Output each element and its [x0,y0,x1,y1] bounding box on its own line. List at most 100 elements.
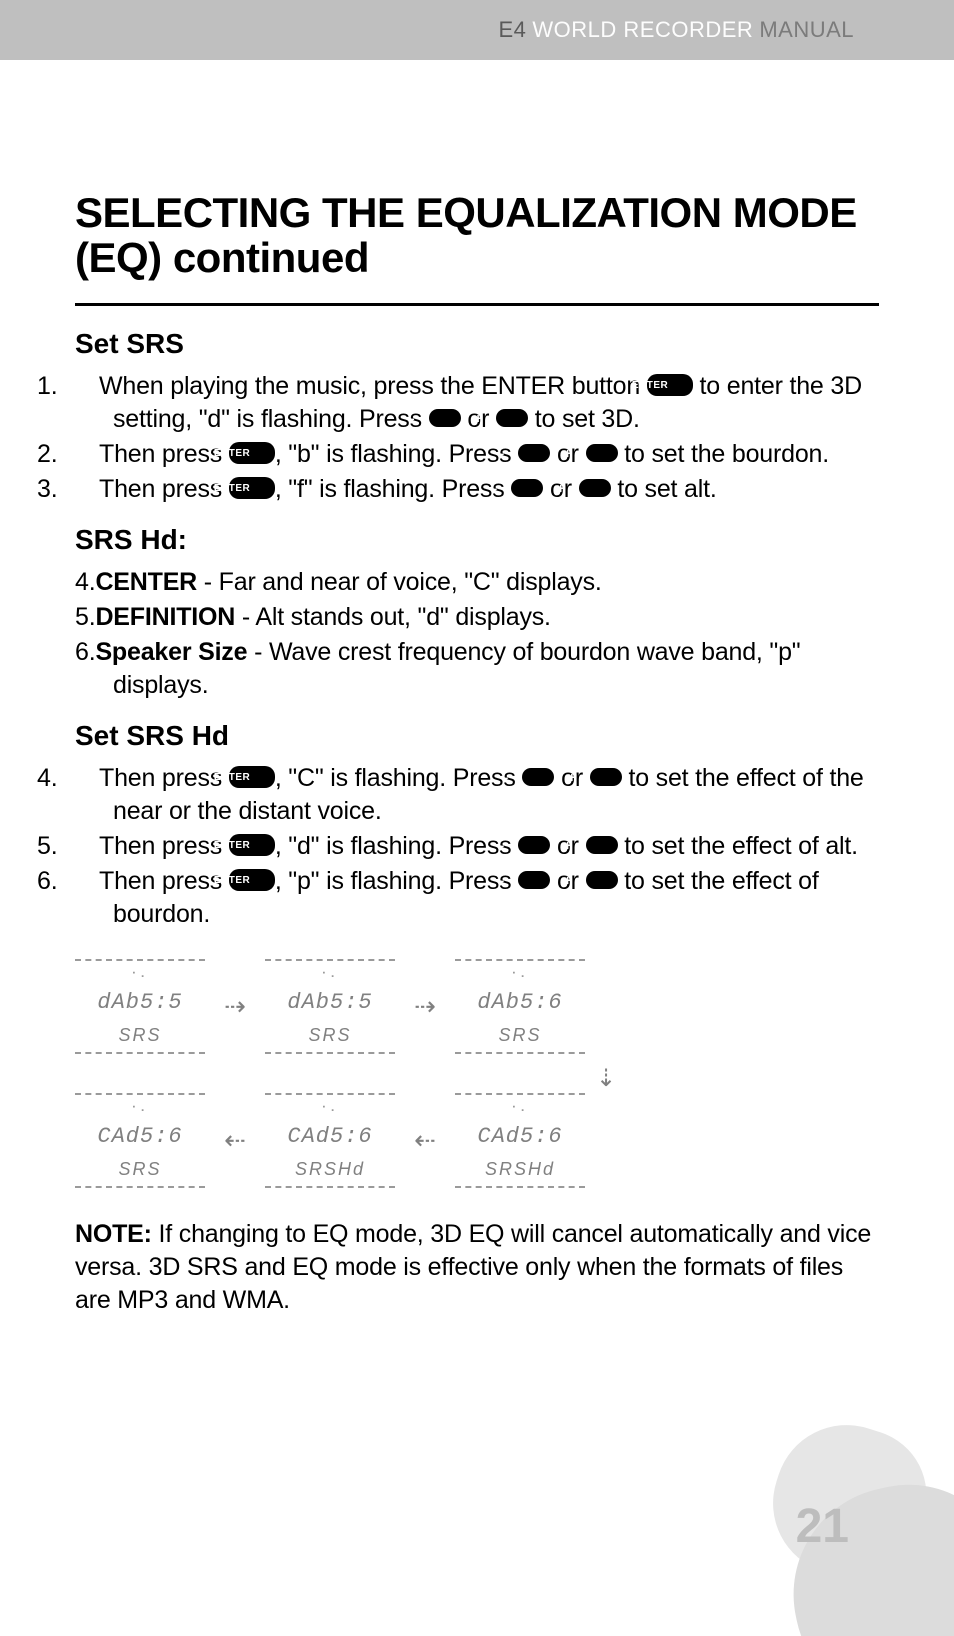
step-text: , "f" is flashing. Press [275,475,511,503]
def-desc: - Far and near of voice, "C" displays. [197,568,602,596]
lcd-mid: CAd5:6 [463,1124,577,1149]
enter-button-icon: ENTER [229,869,275,891]
plus-button-icon: + [586,836,618,854]
step-text: Then press [99,475,229,503]
note-paragraph: NOTE: If changing to EQ mode, 3D EQ will… [75,1218,879,1317]
section-set-srs: Set SRS [75,328,879,360]
page-title: SELECTING THE EQUALIZATION MODE (EQ) con… [75,190,879,281]
step-number: 2. [75,438,99,471]
header-bar: E4 WORLD RECORDER MANUAL [0,0,954,60]
blob-icon [754,1406,943,1595]
lcd-bot: SRS [83,1159,197,1180]
def-number: 6. [75,638,95,666]
lcd-screen: ⠂⠄ dAb5:6 SRS [455,959,585,1054]
page-number: 21 [796,1499,849,1554]
arrow-right-icon: ⇢ [413,991,437,1022]
lcd-top: ⠂⠄ [273,967,387,981]
step-text: Then press [99,764,229,792]
step-text: Then press [99,867,229,895]
arrow-right-icon: ⇢ [223,991,247,1022]
def-term: CENTER [95,568,197,596]
step-item: 2.Then press ENTER, "b" is flashing. Pre… [75,438,879,471]
page-number-decoration: 21 [684,1376,944,1636]
section-set-srs-hd: Set SRS Hd [75,720,879,752]
lcd-diagram: ⠂⠄ dAb5:5 SRS ⇢ ⠂⠄ dAb5:5 SRS ⇢ ⠂⠄ dAb5:… [75,959,879,1188]
arrow-left-icon: ⇠ [223,1125,247,1156]
lcd-bot: SRSHd [463,1159,577,1180]
lcd-bot: SRSHd [273,1159,387,1180]
lcd-row: ⠂⠄ dAb5:5 SRS ⇢ ⠂⠄ dAb5:5 SRS ⇢ ⠂⠄ dAb5:… [75,959,879,1054]
lcd-screen: ⠂⠄ dAb5:5 SRS [75,959,205,1054]
step-number: 3. [75,473,99,506]
definition-item: 5.DEFINITION - Alt stands out, "d" displ… [75,601,879,634]
def-number: 5. [75,603,95,631]
minus-button-icon: – [518,871,550,889]
definitions-list: 4.CENTER - Far and near of voice, "C" di… [75,566,879,702]
step-item: 6.Then press ENTER, "p" is flashing. Pre… [75,865,879,931]
steps-srs-hd: 4.Then press ENTER, "C" is flashing. Pre… [75,762,879,931]
lcd-mid: dAb5:6 [463,990,577,1015]
lcd-screen: ⠂⠄ dAb5:5 SRS [265,959,395,1054]
definition-item: 4.CENTER - Far and near of voice, "C" di… [75,566,879,599]
page: E4 WORLD RECORDER MANUAL SELECTING THE E… [0,0,954,1636]
step-item: 5.Then press ENTER, "d" is flashing. Pre… [75,830,879,863]
lcd-mid: dAb5:5 [83,990,197,1015]
content-area: SELECTING THE EQUALIZATION MODE (EQ) con… [0,60,954,1317]
lcd-top: ⠂⠄ [83,967,197,981]
minus-button-icon: – [511,479,543,497]
step-text: , "C" is flashing. Press [275,764,523,792]
enter-button-icon: ENTER [647,374,693,396]
step-text: When playing the music, press the ENTER … [99,372,647,400]
step-item: 4.Then press ENTER, "C" is flashing. Pre… [75,762,879,828]
plus-button-icon: + [590,768,622,786]
step-item: 3.Then press ENTER, "f" is flashing. Pre… [75,473,879,506]
blob-icon [774,1466,954,1636]
header-world-recorder: WORLD RECORDER [532,17,753,43]
arrow-left-icon: ⇠ [413,1125,437,1156]
steps-srs: 1.When playing the music, press the ENTE… [75,370,879,506]
def-number: 4. [75,568,95,596]
enter-button-icon: ENTER [229,766,275,788]
step-text: Then press [99,440,229,468]
step-text: to set the effect of alt. [618,832,858,860]
header-manual: MANUAL [759,17,854,43]
step-number: 1. [75,370,99,403]
step-text: to set the bourdon. [618,440,829,468]
note-text: If changing to EQ mode, 3D EQ will cance… [75,1220,871,1314]
lcd-top: ⠂⠄ [463,967,577,981]
arrow-down-icon: ⇣ [541,1064,671,1093]
lcd-bot: SRS [463,1025,577,1046]
lcd-top: ⠂⠄ [273,1101,387,1115]
enter-button-icon: ENTER [229,834,275,856]
lcd-mid: dAb5:5 [273,990,387,1015]
def-term: Speaker Size [95,638,247,666]
lcd-row: ⠂⠄ CAd5:6 SRS ⇠ ⠂⠄ CAd5:6 SRSHd ⇠ ⠂⠄ CAd… [75,1093,879,1188]
title-rule [75,303,879,306]
step-number: 5. [75,830,99,863]
step-text: , "b" is flashing. Press [275,440,518,468]
step-text: to set alt. [611,475,717,503]
lcd-top: ⠂⠄ [463,1101,577,1115]
enter-button-icon: ENTER [229,442,275,464]
lcd-top: ⠂⠄ [83,1101,197,1115]
plus-button-icon: + [579,479,611,497]
step-number: 6. [75,865,99,898]
minus-button-icon: – [522,768,554,786]
step-text: , "d" is flashing. Press [275,832,518,860]
note-label: NOTE: [75,1220,152,1248]
step-number: 4. [75,762,99,795]
section-srs-hd: SRS Hd: [75,524,879,556]
minus-button-icon: – [518,444,550,462]
step-text: to set 3D. [528,405,640,433]
def-term: DEFINITION [95,603,235,631]
step-item: 1.When playing the music, press the ENTE… [75,370,879,436]
plus-button-icon: + [586,871,618,889]
definition-item: 6.Speaker Size - Wave crest frequency of… [75,636,879,702]
lcd-screen: ⠂⠄ CAd5:6 SRSHd [265,1093,395,1188]
enter-button-icon: ENTER [229,477,275,499]
plus-button-icon: + [496,409,528,427]
minus-button-icon: – [429,409,461,427]
lcd-screen: ⠂⠄ CAd5:6 SRS [75,1093,205,1188]
lcd-bot: SRS [273,1025,387,1046]
step-text: , "p" is flashing. Press [275,867,518,895]
